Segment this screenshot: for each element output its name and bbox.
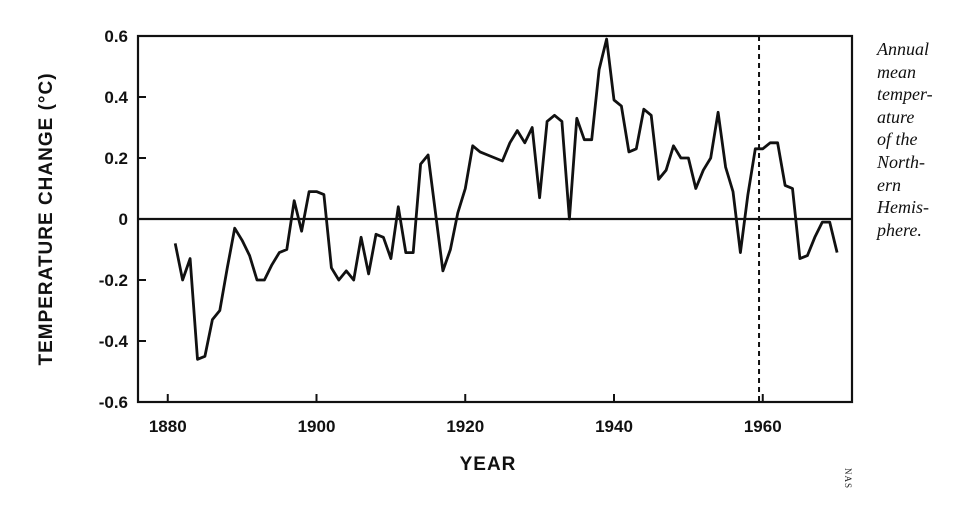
y-tick-label: 0.6 bbox=[104, 27, 128, 46]
y-tick-label: 0 bbox=[119, 210, 128, 229]
x-tick-label: 1920 bbox=[446, 417, 484, 436]
caption-line: North- bbox=[877, 151, 926, 172]
y-tick-label: -0.2 bbox=[99, 271, 128, 290]
caption-line: phere. bbox=[877, 219, 922, 240]
x-axis-title: YEAR bbox=[460, 454, 517, 475]
caption-line: of the bbox=[877, 129, 918, 150]
series-layer bbox=[173, 37, 839, 361]
annotation-caption: Annual mean temper- ature of the North- … bbox=[877, 38, 967, 241]
caption-line: Hemis- bbox=[877, 197, 929, 218]
caption-line: temper- bbox=[877, 84, 933, 105]
y-axis-title: TEMPERATURE CHANGE (°C) bbox=[36, 72, 57, 365]
x-tick-label: 1880 bbox=[149, 417, 187, 436]
y-tick-label: 0.4 bbox=[104, 88, 128, 107]
source-credit: NAS bbox=[843, 468, 853, 490]
x-ticks: 1880 1900 1920 1940 1960 bbox=[149, 394, 782, 436]
x-tick-label: 1960 bbox=[744, 417, 782, 436]
caption-line: Annual bbox=[877, 39, 929, 59]
caption-line: ern bbox=[877, 174, 901, 195]
y-ticks: 0.6 0.4 0.2 0 -0.2 -0.4 -0.6 bbox=[99, 27, 146, 412]
caption-line: mean bbox=[877, 61, 916, 82]
series-line bbox=[173, 37, 839, 361]
y-tick-label: -0.6 bbox=[99, 393, 128, 412]
x-tick-label: 1940 bbox=[595, 417, 633, 436]
y-tick-label: -0.4 bbox=[99, 332, 129, 351]
caption-line: ature bbox=[877, 106, 915, 127]
x-tick-label: 1900 bbox=[298, 417, 336, 436]
y-tick-label: 0.2 bbox=[104, 149, 128, 168]
